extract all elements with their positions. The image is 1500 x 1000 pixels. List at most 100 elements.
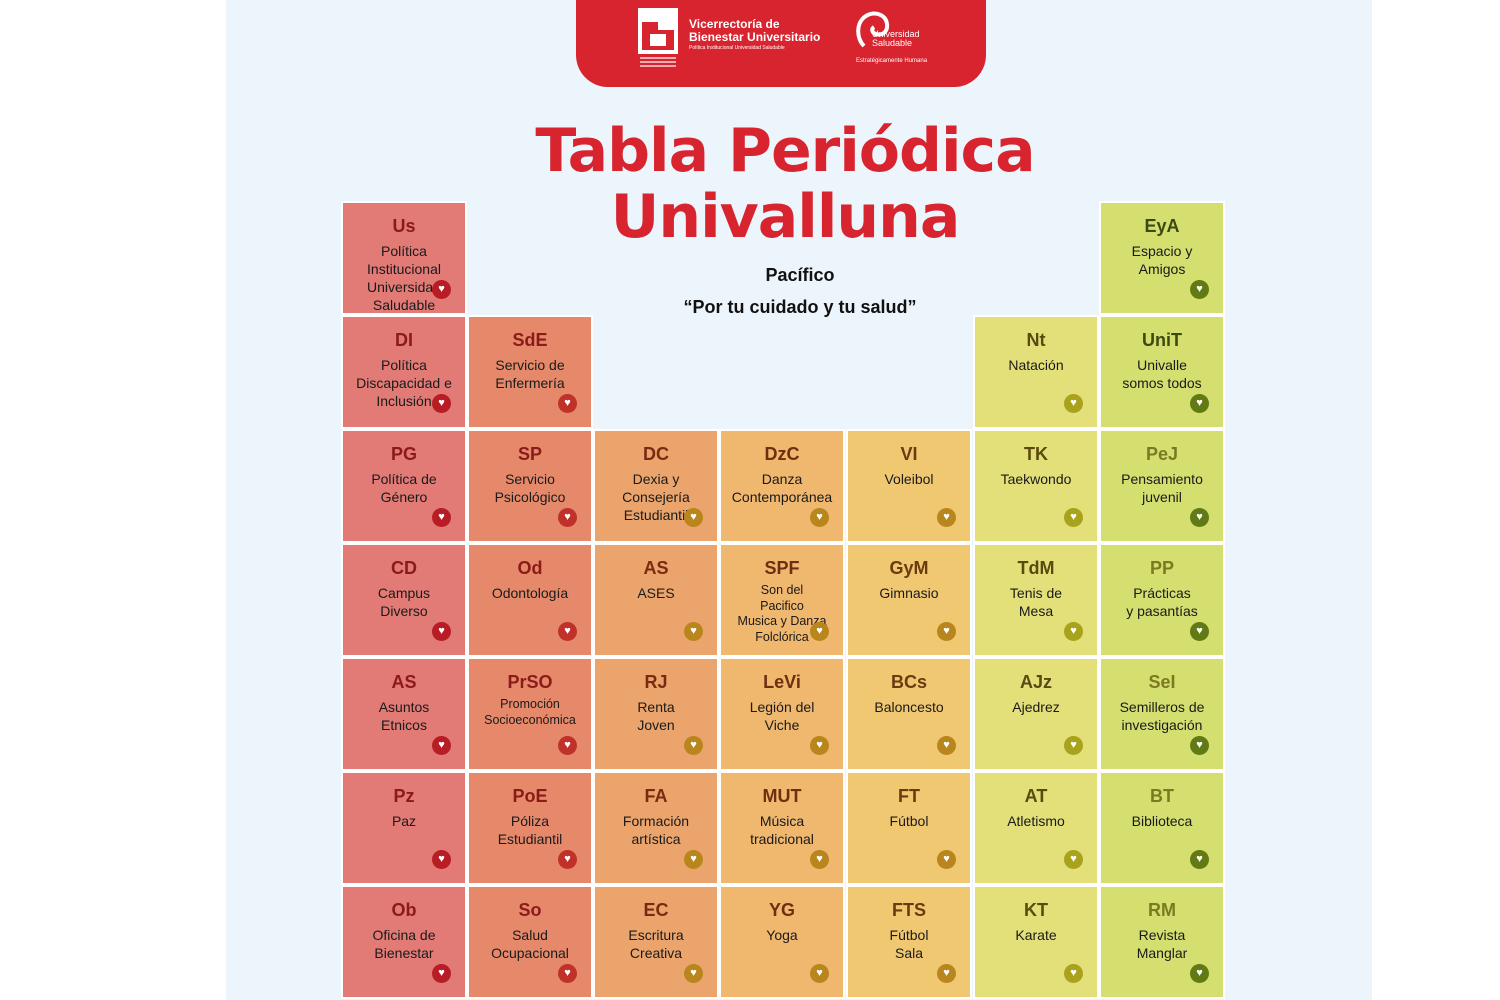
element-name: Fútbol Sala xyxy=(889,927,929,961)
element-cell-pz-27[interactable]: Pz Paz ♥ xyxy=(343,773,465,883)
element-name: Revista Manglar xyxy=(1136,927,1188,961)
element-cell-bt-33[interactable]: BT Biblioteca ♥ xyxy=(1101,773,1223,883)
element-symbol: AS xyxy=(391,672,417,692)
element-cell-kt-39[interactable]: KT Karate ♥ xyxy=(975,887,1097,997)
element-cell-at-32[interactable]: AT Atletismo ♥ xyxy=(975,773,1097,883)
element-symbol: FTS xyxy=(892,900,926,920)
heart-icon: ♥ xyxy=(684,964,703,983)
element-cell-so-35[interactable]: So Salud Ocupacional ♥ xyxy=(469,887,591,997)
heart-icon: ♥ xyxy=(1064,508,1083,527)
element-symbol: PoE xyxy=(512,786,548,806)
element-symbol: Od xyxy=(517,558,543,578)
element-cell-dzc-9[interactable]: DzC Danza Contemporánea ♥ xyxy=(721,431,843,541)
element-cell-ob-34[interactable]: Ob Oficina de Bienestar ♥ xyxy=(343,887,465,997)
element-name: Salud Ocupacional xyxy=(491,927,569,961)
heart-icon: ♥ xyxy=(810,736,829,755)
element-cell-prso-21[interactable]: PrSO Promoción Socioeconómica ♥ xyxy=(469,659,591,769)
element-cell-ec-36[interactable]: EC Escritura Creativa ♥ xyxy=(595,887,717,997)
element-cell-pej-12[interactable]: PeJ Pensamiento juvenil ♥ xyxy=(1101,431,1223,541)
element-cell-fts-38[interactable]: FTS Fútbol Sala ♥ xyxy=(848,887,970,997)
vicerrectoria-subtitle: Política Institucional Universidad Salud… xyxy=(689,45,785,51)
element-cell-ajz-25[interactable]: AJz Ajedrez ♥ xyxy=(975,659,1097,769)
element-symbol: Us xyxy=(392,216,416,236)
element-symbol: PrSO xyxy=(507,672,553,692)
element-cell-rj-22[interactable]: RJ Renta Joven ♥ xyxy=(595,659,717,769)
element-cell-gym-17[interactable]: GyM Gimnasio ♥ xyxy=(848,545,970,655)
element-symbol: SP xyxy=(517,444,542,464)
element-name: Política Discapacidad e Inclusión xyxy=(356,357,452,409)
heart-icon: ♥ xyxy=(810,850,829,869)
element-cell-poe-28[interactable]: PoE Póliza Estudiantil ♥ xyxy=(469,773,591,883)
element-cell-cd-13[interactable]: CD Campus Diverso ♥ xyxy=(343,545,465,655)
element-cell-levi-23[interactable]: LeVi Legión del Viche ♥ xyxy=(721,659,843,769)
element-cell-unit-5[interactable]: UniT Univalle somos todos ♥ xyxy=(1101,317,1223,427)
element-name: Política Institucional Universidad Salud… xyxy=(367,243,441,313)
heart-icon: ♥ xyxy=(558,394,577,413)
heart-icon: ♥ xyxy=(558,508,577,527)
element-cell-tk-11[interactable]: TK Taekwondo ♥ xyxy=(975,431,1097,541)
element-cell-us-0[interactable]: Us Política Institucional Universidad Sal… xyxy=(343,203,465,313)
element-cell-nt-4[interactable]: Nt Natación ♥ xyxy=(975,317,1097,427)
element-name: Odontología xyxy=(491,585,569,601)
element-name: Política de Género xyxy=(371,471,437,505)
element-cell-sde-3[interactable]: SdE Servicio de Enfermería ♥ xyxy=(469,317,591,427)
element-cell-as-20[interactable]: AS Asuntos Etnicos ♥ xyxy=(343,659,465,769)
heart-icon: ♥ xyxy=(937,622,956,641)
element-name: ASES xyxy=(637,585,675,601)
heart-icon: ♥ xyxy=(1190,622,1209,641)
element-cell-fa-29[interactable]: FA Formación artística ♥ xyxy=(595,773,717,883)
heart-icon: ♥ xyxy=(1064,964,1083,983)
element-cell-bcs-24[interactable]: BCs Baloncesto ♥ xyxy=(848,659,970,769)
element-cell-od-14[interactable]: Od Odontología ♥ xyxy=(469,545,591,655)
element-name: Tenis de Mesa xyxy=(1009,585,1063,619)
element-name: Univalle somos todos xyxy=(1122,357,1202,391)
element-symbol: AJz xyxy=(1019,672,1052,692)
element-symbol: SeI xyxy=(1148,672,1176,692)
element-cell-dc-8[interactable]: DC Dexia y Consejería Estudiantil ♥ xyxy=(595,431,717,541)
heart-icon: ♥ xyxy=(558,964,577,983)
heart-icon: ♥ xyxy=(937,508,956,527)
element-cell-ft-31[interactable]: FT Fútbol ♥ xyxy=(848,773,970,883)
heart-icon: ♥ xyxy=(432,508,451,527)
element-symbol: EC xyxy=(643,900,669,920)
heart-icon: ♥ xyxy=(558,850,577,869)
element-name: Asuntos Etnicos xyxy=(378,699,430,733)
element-name: Ajedrez xyxy=(1012,699,1060,715)
element-symbol: AS xyxy=(643,558,669,578)
element-symbol: SPF xyxy=(764,558,800,578)
element-cell-tdm-18[interactable]: TdM Tenis de Mesa ♥ xyxy=(975,545,1097,655)
element-cell-sei-26[interactable]: SeI Semilleros de investigación ♥ xyxy=(1101,659,1223,769)
element-symbol: PeJ xyxy=(1145,444,1179,464)
heart-icon: ♥ xyxy=(432,280,451,299)
element-cell-pp-19[interactable]: PP Prácticas y pasantías ♥ xyxy=(1101,545,1223,655)
element-symbol: DzC xyxy=(764,444,800,464)
element-cell-sp-7[interactable]: SP Servicio Psicológico ♥ xyxy=(469,431,591,541)
element-name: Oficina de Bienestar xyxy=(372,927,436,961)
element-cell-as-15[interactable]: AS ASES ♥ xyxy=(595,545,717,655)
element-cell-eya-1[interactable]: EyA Espacio y Amigos ♥ xyxy=(1101,203,1223,313)
element-cell-mut-30[interactable]: MUT Música tradicional ♥ xyxy=(721,773,843,883)
element-cell-pg-6[interactable]: PG Política de Género ♥ xyxy=(343,431,465,541)
element-name: Escritura Creativa xyxy=(628,927,684,961)
header-banner: Vicerrectoría de Bienestar Universitario… xyxy=(576,0,986,87)
element-cell-yg-37[interactable]: YG Yoga ♥ xyxy=(721,887,843,997)
element-cell-di-2[interactable]: DI Política Discapacidad e Inclusión ♥ xyxy=(343,317,465,427)
element-name: Espacio y Amigos xyxy=(1131,243,1193,277)
element-cell-spf-16[interactable]: SPF Son del Pacifico Musica y Danza Folcl… xyxy=(721,545,843,655)
element-symbol: SdE xyxy=(512,330,548,350)
heart-icon: ♥ xyxy=(1190,508,1209,527)
heart-icon: ♥ xyxy=(558,622,577,641)
element-symbol: KT xyxy=(1024,900,1048,920)
element-cell-rm-40[interactable]: RM Revista Manglar ♥ xyxy=(1101,887,1223,997)
heart-icon: ♥ xyxy=(432,850,451,869)
element-name: Atletismo xyxy=(1007,813,1065,829)
element-name: Servicio de Enfermería xyxy=(495,357,565,391)
element-name: Prácticas y pasantías xyxy=(1126,585,1198,619)
heart-icon: ♥ xyxy=(558,736,577,755)
element-name: Pensamiento juvenil xyxy=(1121,471,1203,505)
universidad-saludable-name: Universidad Saludable xyxy=(872,29,920,48)
element-cell-vi-10[interactable]: VI Voleibol ♥ xyxy=(848,431,970,541)
heart-icon: ♥ xyxy=(1190,964,1209,983)
heart-icon: ♥ xyxy=(937,850,956,869)
